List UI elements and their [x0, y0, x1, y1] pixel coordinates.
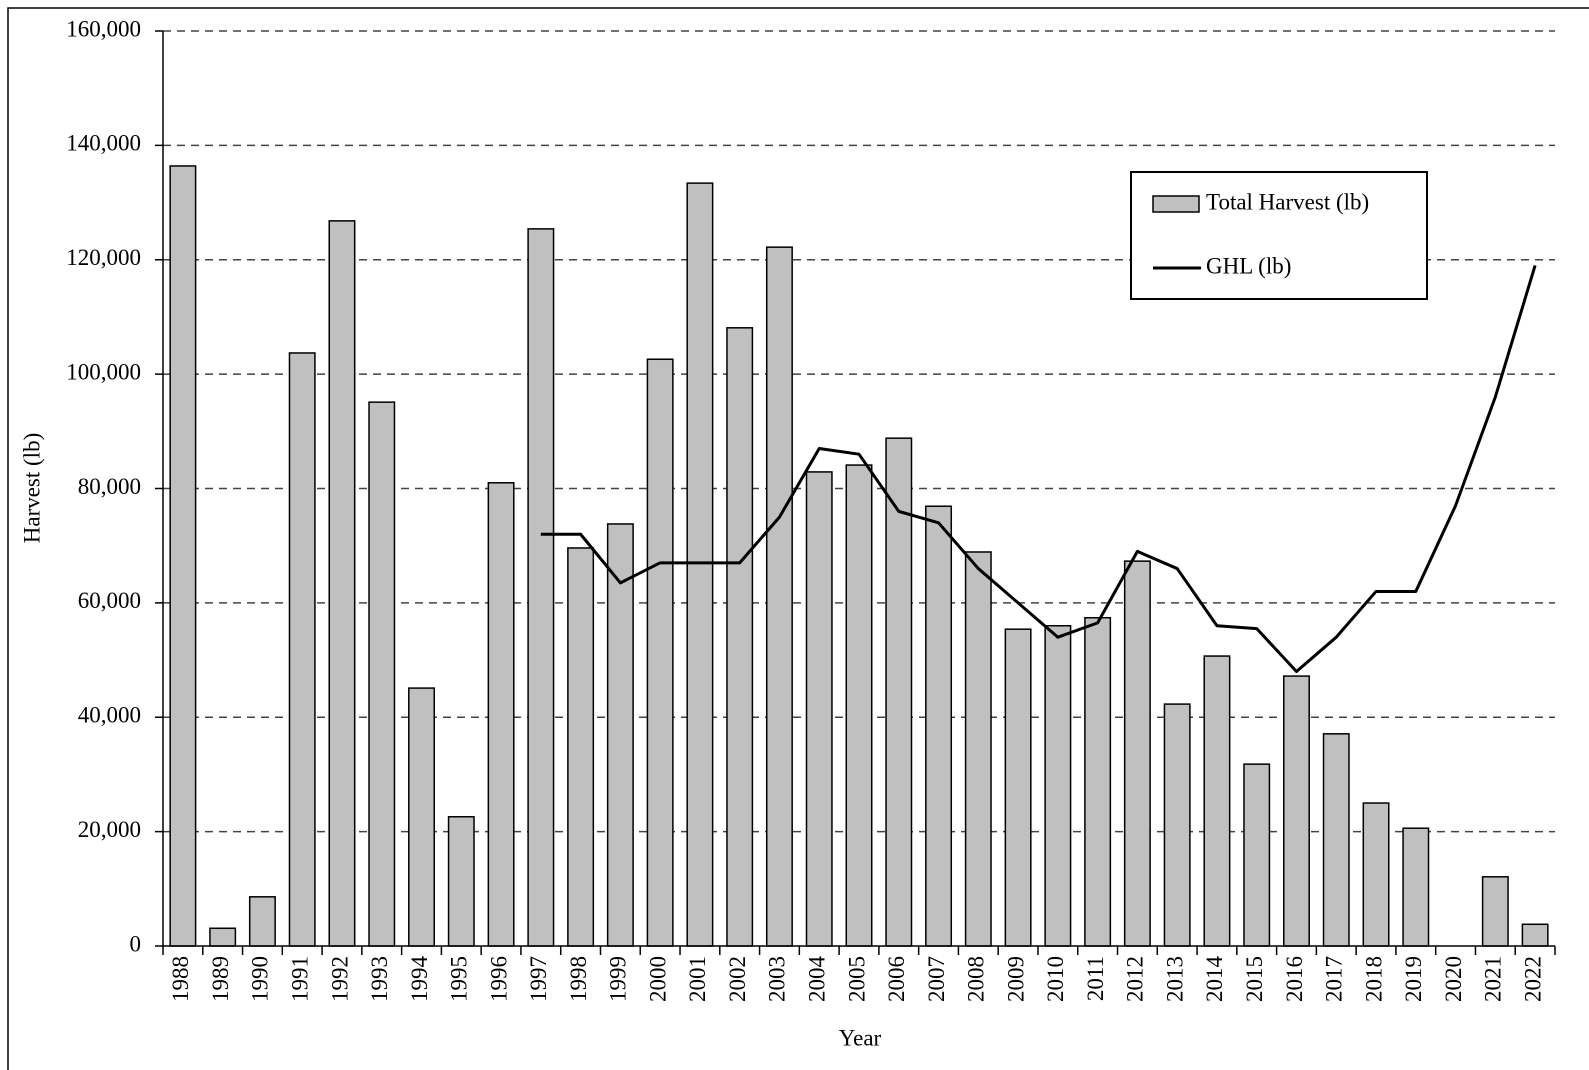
bar — [1203, 655, 1231, 947]
bar — [1044, 625, 1072, 947]
x-tick-label: 2014 — [1202, 956, 1227, 1003]
bar — [447, 816, 475, 947]
bar — [646, 358, 674, 947]
bar — [686, 182, 714, 947]
bar — [1123, 560, 1151, 947]
bar — [1362, 802, 1390, 947]
bar — [1004, 628, 1032, 947]
x-tick-label: 2017 — [1322, 956, 1347, 1002]
y-tick-label: 120,000 — [66, 245, 141, 270]
legend-swatch — [1152, 195, 1200, 213]
x-tick-label: 2001 — [685, 956, 710, 1002]
x-tick-label: 2006 — [884, 956, 909, 1002]
bar — [805, 471, 833, 947]
y-tick-label: 20,000 — [78, 817, 141, 842]
x-tick-label: 1989 — [208, 956, 233, 1002]
x-tick-label: 1997 — [526, 956, 551, 1002]
x-tick-label: 2008 — [964, 956, 989, 1002]
x-tick-label: 2022 — [1520, 956, 1545, 1002]
x-tick-label: 1991 — [287, 956, 312, 1002]
x-tick-label: 1998 — [566, 956, 591, 1002]
x-tick-label: 2004 — [805, 956, 830, 1003]
bar — [606, 523, 634, 947]
bar — [288, 352, 316, 947]
bar — [368, 401, 396, 947]
bar — [408, 687, 435, 947]
bar — [885, 437, 913, 947]
x-tick-label: 2002 — [725, 956, 750, 1002]
x-tick-label: 1990 — [248, 956, 273, 1002]
x-tick-label: 2012 — [1123, 956, 1148, 1002]
x-tick-label: 2009 — [1003, 956, 1028, 1002]
x-tick-label: 2021 — [1481, 956, 1506, 1002]
x-tick-label: 2003 — [765, 956, 790, 1002]
x-tick-label: 2019 — [1401, 956, 1426, 1002]
bar — [328, 220, 356, 947]
x-tick-label: 1992 — [327, 956, 352, 1002]
bar — [1163, 703, 1191, 947]
bar — [1243, 763, 1271, 947]
x-tick-label: 1996 — [486, 956, 511, 1002]
bar — [1481, 876, 1509, 947]
bar — [209, 927, 237, 947]
x-tick-label: 1995 — [447, 956, 472, 1002]
x-tick-label: 2011 — [1083, 956, 1108, 1001]
x-tick-label: 2016 — [1282, 956, 1307, 1002]
legend-label: Total Harvest (lb) — [1206, 189, 1369, 214]
x-tick-label: 1993 — [367, 956, 392, 1002]
x-axis-title: Year — [839, 1025, 882, 1050]
x-tick-label: 2010 — [1043, 956, 1068, 1002]
x-tick-label: 2018 — [1361, 956, 1386, 1002]
bar — [1084, 616, 1112, 947]
bar — [527, 228, 555, 947]
x-tick-label: 2007 — [924, 956, 949, 1002]
bar — [925, 505, 953, 947]
y-tick-label: 160,000 — [66, 16, 141, 41]
legend-box — [1130, 171, 1428, 300]
legend-label: GHL (lb) — [1206, 253, 1291, 278]
frame — [7, 7, 1589, 1070]
x-tick-label: 2000 — [645, 956, 670, 1002]
bar — [726, 327, 754, 947]
bar — [567, 547, 595, 947]
y-tick-label: 40,000 — [78, 703, 141, 728]
bar — [1521, 923, 1549, 947]
x-tick-label: 2013 — [1162, 956, 1187, 1002]
x-tick-label: 2020 — [1441, 956, 1466, 1002]
y-tick-label: 80,000 — [78, 474, 141, 499]
x-tick-label: 2015 — [1242, 956, 1267, 1002]
y-tick-label: 100,000 — [66, 359, 141, 384]
x-tick-label: 1994 — [407, 956, 432, 1003]
x-tick-label: 1999 — [606, 956, 631, 1002]
bar — [1402, 827, 1430, 947]
y-tick-label: 0 — [130, 931, 142, 956]
bar — [964, 551, 992, 947]
bar — [1322, 733, 1350, 947]
x-tick-label: 2005 — [844, 956, 869, 1002]
bar — [845, 464, 873, 947]
y-tick-label: 60,000 — [78, 588, 141, 613]
bar — [765, 246, 793, 947]
bar — [1283, 675, 1310, 947]
bar — [248, 896, 276, 947]
bar — [169, 165, 197, 947]
y-axis-title: Harvest (lb) — [19, 433, 44, 544]
line — [540, 265, 1537, 673]
bar — [487, 482, 515, 947]
y-tick-label: 140,000 — [66, 131, 141, 156]
x-tick-label: 1988 — [168, 956, 193, 1002]
